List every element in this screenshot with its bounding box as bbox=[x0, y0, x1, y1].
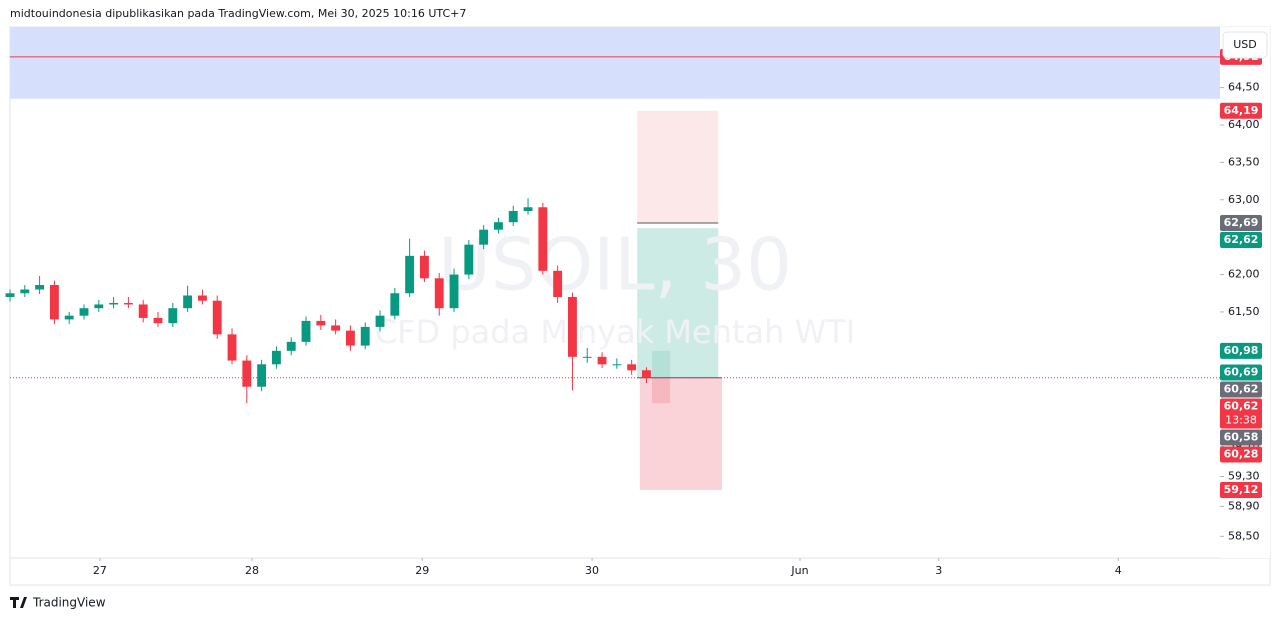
footer-logo bbox=[10, 597, 27, 608]
x-tick-label: 29 bbox=[415, 564, 429, 577]
candle-body bbox=[20, 289, 30, 294]
candle-body bbox=[375, 315, 385, 327]
candle-body bbox=[553, 270, 563, 297]
zone bbox=[652, 350, 671, 378]
candle-body bbox=[109, 302, 119, 305]
price-label: 62,69 bbox=[1224, 216, 1259, 229]
header: midtouindonesia dipublikasikan pada Trad… bbox=[10, 7, 466, 20]
watermark-subtitle: CFD pada Minyak Mentah WTI bbox=[375, 313, 855, 351]
candle-body bbox=[123, 302, 133, 305]
currency-button[interactable] bbox=[1222, 31, 1268, 59]
candle-body bbox=[449, 274, 459, 309]
candle-body bbox=[212, 300, 222, 335]
y-tick-label: 64,50 bbox=[1228, 81, 1260, 94]
x-tick-label: 3 bbox=[935, 564, 942, 577]
candle-body bbox=[227, 334, 237, 361]
candle-body bbox=[331, 325, 341, 331]
candle-body bbox=[627, 364, 637, 371]
candle-body bbox=[405, 255, 415, 294]
candle-body bbox=[597, 356, 607, 365]
candle-body bbox=[582, 356, 592, 358]
zone bbox=[637, 110, 719, 223]
y-tick-label: 63,50 bbox=[1228, 155, 1260, 168]
candle-body bbox=[390, 293, 400, 316]
price-label: 60,62 bbox=[1224, 400, 1259, 413]
candle-body bbox=[49, 285, 59, 320]
price-sublabel: 13:38 bbox=[1225, 414, 1257, 427]
candle-body bbox=[286, 341, 296, 351]
price-label-box bbox=[1220, 381, 1262, 398]
y-tick-label: 64,00 bbox=[1228, 118, 1260, 131]
candle-body bbox=[345, 330, 355, 346]
price-label: 60,69 bbox=[1224, 366, 1259, 379]
candle-body bbox=[257, 364, 267, 387]
watermark: USOIL, 30 bbox=[438, 223, 792, 307]
candle-body bbox=[494, 222, 503, 230]
zone bbox=[10, 27, 1220, 99]
price-label-box bbox=[1220, 398, 1262, 429]
price-label-box bbox=[1220, 446, 1262, 463]
candle-body bbox=[168, 308, 178, 324]
candle-body bbox=[138, 304, 148, 318]
candle-body bbox=[568, 296, 577, 357]
zone bbox=[652, 377, 671, 404]
y-tick-label: 58,50 bbox=[1228, 529, 1260, 542]
candle-body bbox=[5, 293, 15, 297]
candle-body bbox=[316, 320, 326, 326]
x-tick-label: 28 bbox=[245, 564, 259, 577]
price-label: 62,62 bbox=[1224, 233, 1259, 246]
x-tick-label: Jun bbox=[790, 564, 808, 577]
price-label-box bbox=[1220, 231, 1262, 248]
x-tick-label: 4 bbox=[1115, 564, 1122, 577]
price-label: 60,98 bbox=[1224, 344, 1259, 357]
candle-body bbox=[360, 326, 370, 346]
price-label-box bbox=[1220, 429, 1262, 446]
y-tick-label: 58,90 bbox=[1228, 499, 1260, 512]
zone bbox=[637, 228, 719, 378]
price-label-box bbox=[1220, 481, 1262, 498]
x-tick-label: 30 bbox=[585, 564, 599, 577]
candle-body bbox=[242, 360, 252, 387]
price-label-box bbox=[1220, 342, 1262, 359]
candle-body bbox=[434, 278, 444, 309]
price-label: 59,12 bbox=[1224, 483, 1259, 496]
price-label-box bbox=[1220, 364, 1262, 381]
price-label-box bbox=[1220, 214, 1262, 231]
candle-body bbox=[64, 315, 74, 320]
y-tick-label: 63,00 bbox=[1228, 193, 1260, 206]
candle-body bbox=[464, 244, 474, 275]
price-label: 64,19 bbox=[1224, 104, 1259, 117]
candle-body bbox=[508, 210, 518, 223]
price-label: 60,58 bbox=[1224, 431, 1259, 444]
candle-body bbox=[612, 364, 622, 366]
price-label: 60,28 bbox=[1224, 448, 1259, 461]
candle-body bbox=[523, 207, 533, 211]
candle-body bbox=[301, 320, 311, 342]
candle-body bbox=[538, 207, 548, 271]
candle-body bbox=[183, 295, 193, 309]
candle-body bbox=[271, 350, 281, 365]
candle-body bbox=[642, 370, 651, 378]
candle-body bbox=[35, 285, 45, 290]
price-label-box bbox=[1220, 102, 1262, 119]
y-tick-label: 61,50 bbox=[1228, 305, 1260, 318]
candle-body bbox=[197, 295, 207, 301]
candle-body bbox=[94, 304, 104, 309]
candle-body bbox=[79, 308, 89, 316]
y-tick-label: 59,30 bbox=[1228, 469, 1260, 482]
price-label: 60,62 bbox=[1224, 383, 1259, 396]
x-tick-label: 27 bbox=[93, 564, 107, 577]
candle-body bbox=[479, 229, 489, 245]
candle-body bbox=[419, 255, 429, 279]
footer: TradingView bbox=[32, 596, 106, 610]
y-tick-label: 62,00 bbox=[1228, 268, 1260, 281]
candle-body bbox=[153, 317, 163, 324]
currency-label[interactable]: USD bbox=[1233, 38, 1257, 51]
